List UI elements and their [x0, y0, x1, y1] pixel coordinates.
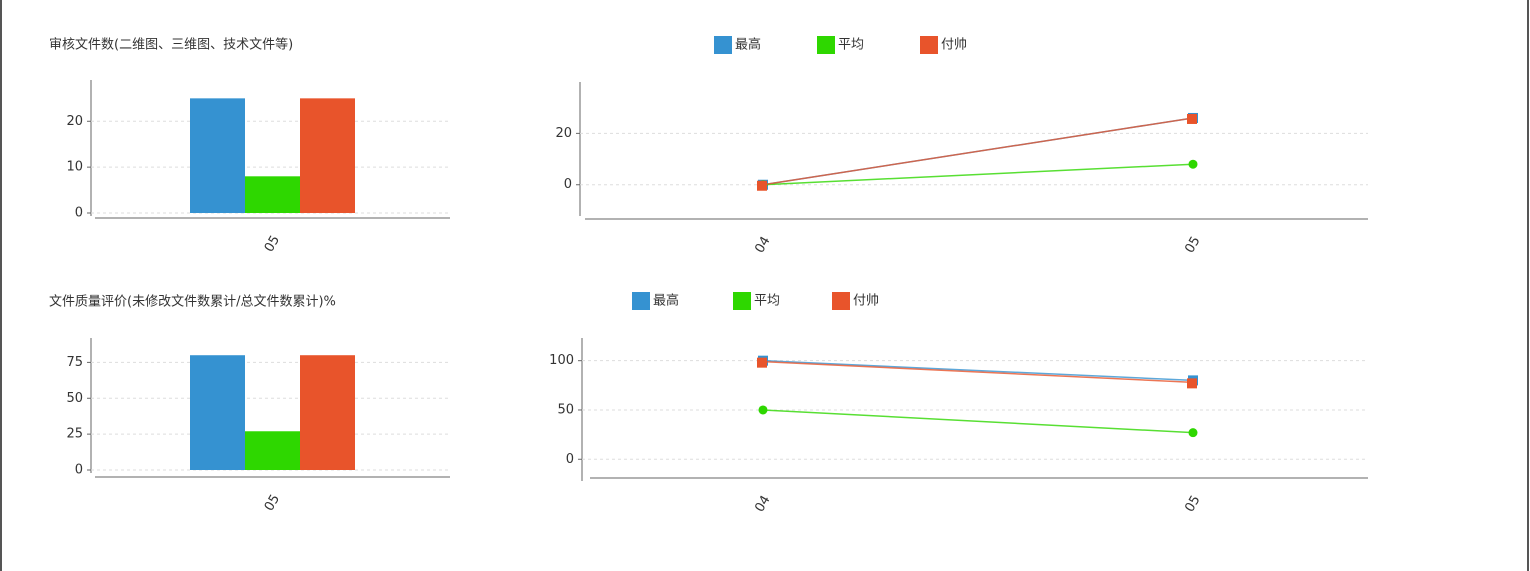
series-line — [762, 360, 1194, 384]
x-tick-label: 04 — [752, 493, 773, 515]
point — [1188, 428, 1198, 438]
legend-label: 平均 — [754, 294, 780, 309]
legend-swatch — [714, 36, 732, 54]
legend-swatch — [920, 36, 938, 54]
chart-title: 审核文件数(二维图、三维图、技术文件等) — [49, 37, 293, 53]
point — [758, 405, 768, 415]
x-tick-label: 05 — [1182, 493, 1203, 515]
y-tick-label: 0 — [75, 463, 83, 478]
point — [1188, 159, 1198, 169]
y-tick-label: 20 — [555, 126, 572, 141]
y-tick-label: 0 — [564, 177, 572, 192]
bar — [245, 431, 300, 470]
legend-swatch — [832, 292, 850, 310]
legend-swatch — [632, 292, 650, 310]
y-tick-label: 20 — [66, 114, 83, 129]
series-line — [762, 163, 1194, 186]
legend-label: 付帅 — [941, 38, 967, 53]
series-line — [762, 117, 1194, 186]
x-tick-label: 05 — [262, 492, 283, 514]
y-tick-label: 50 — [557, 402, 574, 417]
y-tick-label: 25 — [66, 427, 83, 442]
y-tick-label: 100 — [549, 353, 574, 368]
point — [757, 180, 767, 191]
y-tick-label: 0 — [566, 452, 574, 467]
legend-label: 最高 — [653, 293, 679, 309]
x-tick-label: 05 — [1182, 234, 1203, 256]
legend-swatch — [817, 36, 835, 54]
legend-label: 最高 — [735, 37, 761, 53]
y-tick-label: 0 — [75, 206, 83, 221]
y-tick-label: 75 — [66, 355, 83, 370]
legend-label: 付帅 — [853, 294, 879, 309]
bar — [300, 355, 355, 470]
bar — [245, 176, 300, 213]
chart-title: 文件质量评价(未修改文件数累计/总文件数累计)% — [49, 295, 336, 310]
legend-swatch — [733, 292, 751, 310]
x-tick-label: 05 — [262, 233, 283, 255]
y-tick-label: 50 — [66, 391, 83, 406]
y-tick-label: 10 — [66, 160, 83, 175]
series-line — [762, 409, 1194, 434]
legend-label: 平均 — [838, 38, 864, 53]
bar — [300, 98, 355, 213]
point — [1187, 113, 1197, 124]
x-tick-label: 04 — [752, 234, 773, 256]
bar — [190, 98, 245, 213]
point — [1187, 378, 1197, 389]
series-line — [762, 359, 1194, 382]
bar — [190, 355, 245, 470]
point — [757, 357, 767, 368]
